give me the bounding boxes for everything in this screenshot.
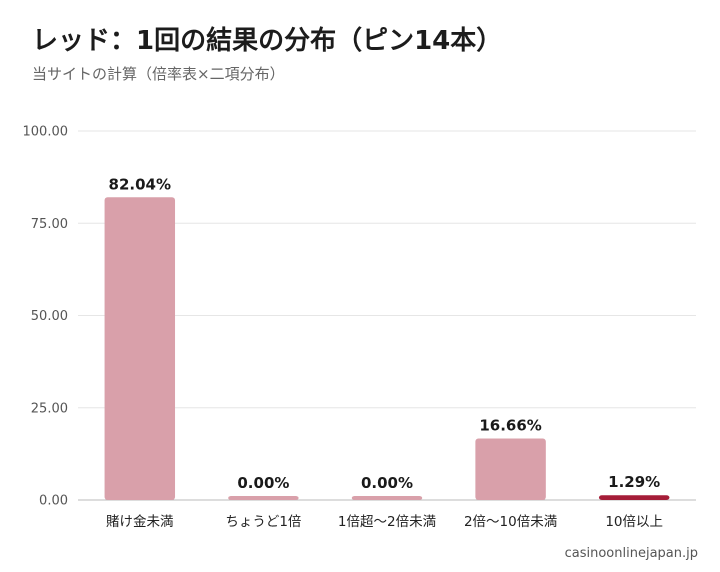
data-label: 1.29% [608, 473, 660, 491]
bar [228, 496, 299, 500]
bar [351, 496, 423, 500]
data-label: 16.66% [479, 417, 541, 435]
x-tick-label: 2倍〜10倍未満 [464, 514, 557, 530]
x-tick-label: 1倍超〜2倍未満 [338, 514, 436, 530]
y-tick-label: 25.00 [31, 401, 68, 416]
source-credit: casinoonlinejapan.jp [564, 546, 698, 561]
y-tick-label: 75.00 [31, 217, 68, 232]
data-label: 0.00% [237, 474, 289, 492]
x-tick-label: 賭け金未満 [106, 514, 174, 530]
y-tick-label: 50.00 [31, 309, 68, 324]
x-tick-label: 10倍以上 [605, 514, 663, 530]
bars [104, 197, 670, 500]
y-tick-label: 0.00 [39, 494, 68, 509]
data-label: 82.04% [109, 175, 171, 193]
bar [104, 197, 176, 500]
chart-title: レッド：1回の結果の分布（ピン14本） [32, 26, 503, 56]
bar [598, 495, 670, 500]
data-label: 0.00% [361, 474, 413, 492]
labels: 0.00 25.00 50.00 75.00 100.00 82.04% 賭け金未満 0.00… [23, 125, 664, 531]
chart-subtitle: 当サイトの計算（倍率表×二項分布） [32, 65, 285, 83]
y-tick-label: 100.00 [23, 125, 69, 140]
x-tick-label: ちょうど1倍 [225, 514, 301, 530]
bar [475, 438, 546, 500]
